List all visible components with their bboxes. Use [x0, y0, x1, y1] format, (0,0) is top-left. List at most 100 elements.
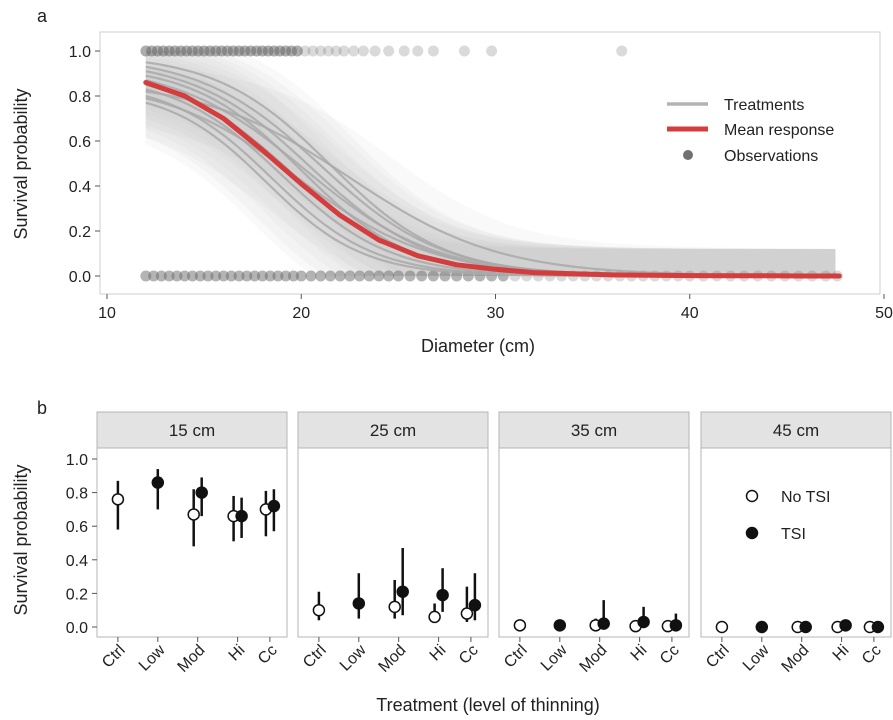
tsi-point: [235, 509, 248, 523]
tsi-point: [637, 615, 650, 629]
x-tick-label: Hi: [427, 642, 450, 665]
x-tick-label: Ctrl: [501, 642, 531, 672]
x-tick-label: Hi: [830, 642, 853, 665]
x-tick-label: Mod: [778, 642, 812, 676]
y-tick-label: 0.8: [66, 486, 88, 503]
observation-point: [338, 45, 350, 57]
legend-tsi-symbol: [745, 526, 759, 540]
y-tick-label: 0.0: [66, 620, 88, 637]
no-tsi-point: [388, 600, 401, 614]
observation-point: [186, 270, 198, 282]
tsi-point: [436, 588, 449, 602]
observation-point: [315, 270, 327, 282]
observation-point: [287, 270, 299, 282]
panel-a-y-axis-label: Survival probability: [11, 88, 31, 239]
no-tsi-point: [715, 620, 729, 634]
x-tick-label: 20: [292, 305, 310, 322]
no-tsi-point: [187, 508, 200, 521]
observation-point: [383, 45, 395, 57]
no-tsi-point: [460, 607, 474, 620]
panel-a-plot-border: [99, 31, 881, 295]
no-tsi-point: [111, 493, 125, 506]
facet-strip: [498, 411, 690, 449]
observation-point: [383, 270, 395, 282]
observation-point: [398, 45, 410, 57]
confidence-band: [145, 63, 836, 277]
legend-no-tsi-symbol: [745, 489, 759, 503]
no-tsi-point: [513, 619, 527, 632]
observation-point: [163, 270, 175, 282]
facet-strip: [96, 411, 288, 449]
facet-35-cm: 35 cm Ctrl Low Mod Hi Cc: [498, 411, 690, 676]
observation-point: [307, 45, 319, 57]
x-tick-label: 10: [98, 305, 116, 322]
confidence-band: [145, 51, 836, 276]
y-tick-label: 1.0: [69, 44, 91, 61]
no-tsi-point: [312, 603, 326, 617]
x-tick-label: Hi: [226, 642, 249, 665]
x-tick-label: Ctrl: [99, 642, 129, 672]
legend-label: No TSI: [781, 489, 831, 506]
y-tick-label: 0.4: [69, 179, 91, 196]
observation-point: [354, 270, 366, 282]
facet-25-cm: 25 cm Ctrl Low Mod Hi Cc: [297, 411, 489, 676]
observation-point: [439, 270, 451, 282]
no-tsi-point: [428, 610, 441, 624]
y-tick-label: 0.2: [69, 224, 91, 241]
observation-point: [225, 270, 237, 282]
observation-point: [249, 270, 261, 282]
facet-plot-border: [96, 447, 288, 638]
x-tick-label: Ctrl: [703, 642, 733, 672]
observation-point: [348, 45, 360, 57]
confidence-band: [145, 67, 836, 276]
facet-45-cm: 45 cm Ctrl Low Mod Hi Cc: [700, 411, 892, 676]
legend-label: TSI: [781, 526, 806, 543]
tsi-point: [352, 597, 366, 610]
tsi-point: [553, 619, 567, 632]
observation-point: [373, 270, 385, 282]
legend-label: Treatments: [724, 97, 804, 114]
x-tick-label: Low: [538, 641, 571, 674]
observation-point: [155, 270, 167, 282]
observation-point: [218, 270, 230, 282]
observation-point: [140, 270, 152, 282]
tsi-point: [839, 619, 852, 632]
x-tick-label: Cc: [859, 642, 885, 668]
tsi-point: [755, 620, 769, 634]
confidence-band: [145, 56, 836, 276]
observation-point: [404, 270, 416, 282]
observation-point: [412, 45, 424, 57]
observation-point: [324, 270, 336, 282]
x-tick-label: Cc: [657, 642, 683, 668]
observation-point: [299, 45, 311, 57]
x-tick-label: Mod: [375, 642, 409, 676]
facet-strip: [700, 411, 892, 449]
y-tick-label: 0.2: [66, 586, 88, 603]
observation-point: [392, 270, 404, 282]
observation-point: [194, 270, 206, 282]
x-tick-label: Mod: [174, 642, 208, 676]
tsi-point: [597, 617, 610, 630]
observation-point: [330, 45, 342, 57]
observation-point: [427, 270, 439, 282]
mean-response-line: [143, 80, 842, 279]
y-tick-label: 0.6: [69, 134, 91, 151]
observation-point: [148, 270, 160, 282]
observation-point: [458, 45, 470, 57]
observation-point: [210, 270, 222, 282]
x-tick-label: Cc: [255, 642, 281, 668]
observation-point: [416, 270, 428, 282]
y-tick-label: 0.4: [66, 553, 88, 570]
observation-point: [427, 45, 439, 57]
panel-a-label: a: [37, 6, 48, 26]
observation-point: [280, 270, 292, 282]
x-tick-label: Low: [337, 641, 370, 674]
observation-point: [264, 270, 276, 282]
mean-response-layer: [143, 80, 842, 279]
x-tick-label: Mod: [576, 642, 610, 676]
panel-a-axes: 10 20 30 40 50 0.0 0.2 0.4 0.6 0.8 1.0: [69, 44, 893, 322]
tsi-point: [871, 620, 885, 634]
y-tick-label: 0.0: [69, 269, 91, 286]
